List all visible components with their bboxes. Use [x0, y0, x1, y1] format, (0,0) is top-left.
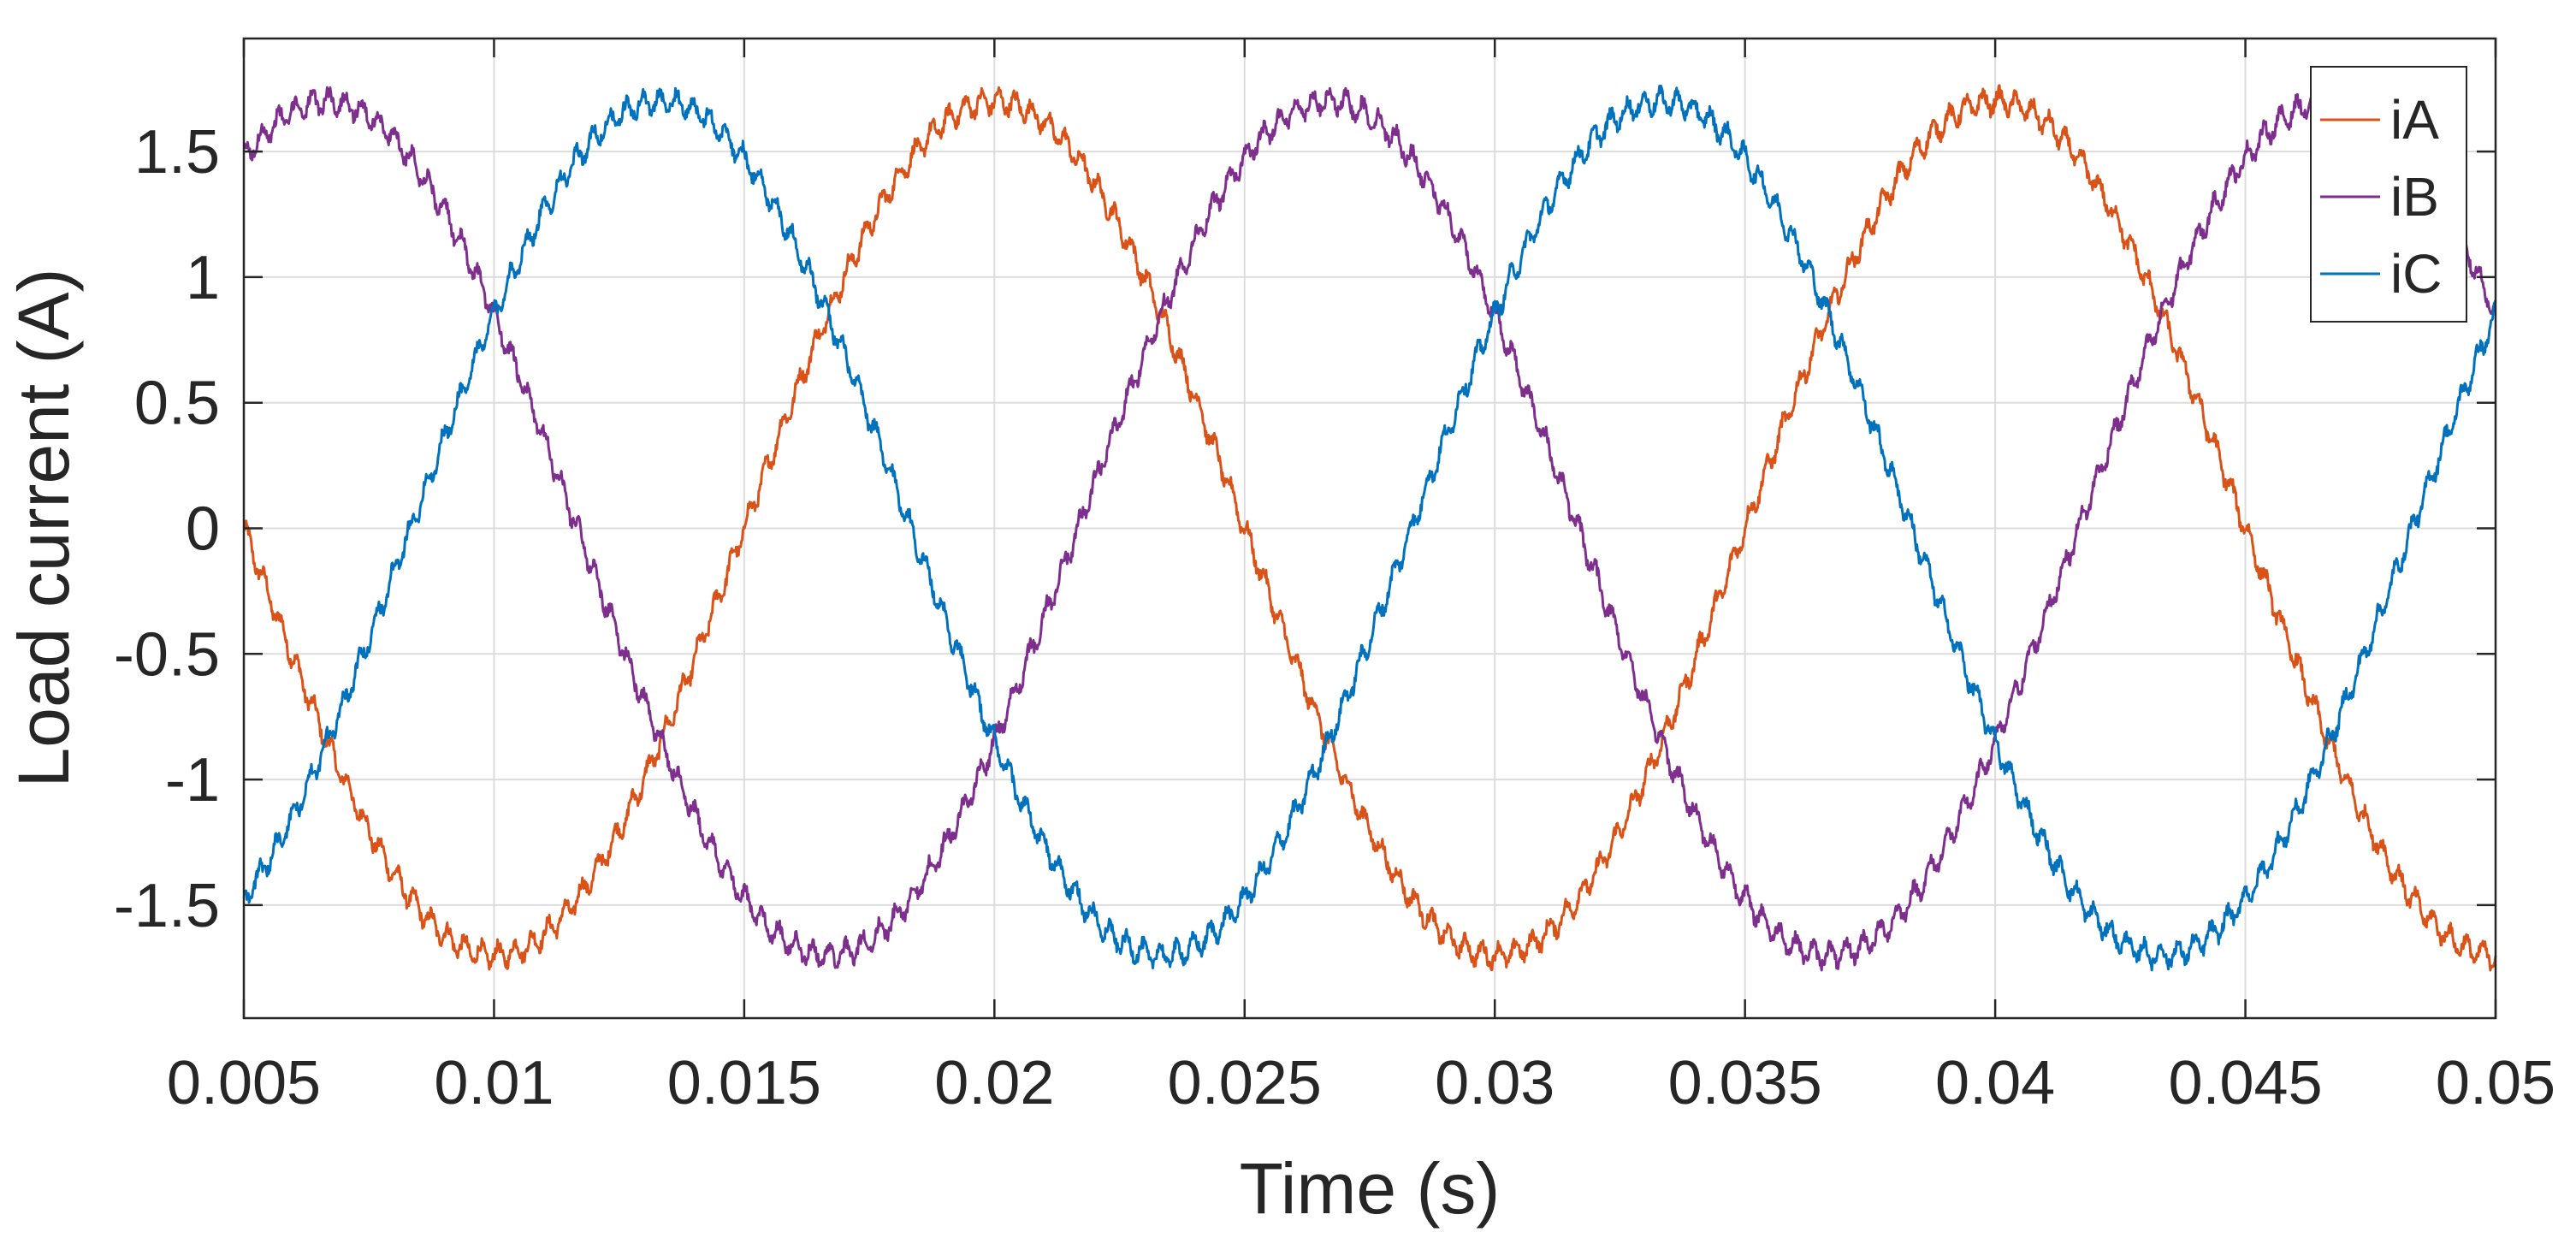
series-line-ia — [242, 84, 2497, 972]
y-tick-label: 1 — [186, 244, 220, 312]
x-tick-label: 0.03 — [1435, 1049, 1554, 1117]
y-tick-label: 0.5 — [134, 370, 220, 438]
x-tick-label: 0.02 — [934, 1049, 1054, 1117]
legend: iA iB iC — [2310, 66, 2467, 323]
y-tick-label: -0.5 — [114, 620, 220, 689]
axis-ticks — [242, 39, 2497, 1018]
y-axis-title: Load current (A) — [3, 269, 84, 788]
legend-box — [2310, 66, 2467, 323]
x-tick-label: 0.035 — [1668, 1049, 1822, 1117]
x-tick-label: 0.015 — [667, 1049, 821, 1117]
x-tick-label: 0.025 — [1168, 1049, 1322, 1117]
legend-label-ib: iB — [2390, 166, 2439, 228]
x-tick-label: 0.05 — [2436, 1049, 2555, 1117]
x-tick-label: 0.01 — [434, 1049, 554, 1117]
series-lines — [242, 84, 2497, 972]
y-tick-label: 1.5 — [134, 118, 220, 187]
y-tick-label: -1.5 — [114, 872, 220, 940]
series-line-ib — [242, 86, 2497, 972]
x-axis-title: Time (s) — [1240, 1148, 1501, 1229]
legend-label-ic: iC — [2390, 243, 2442, 305]
y-tick-label: -1 — [165, 746, 220, 815]
x-tick-label: 0.04 — [1935, 1049, 2055, 1117]
series-line-ic — [242, 84, 2497, 972]
x-tick-label: 0.005 — [167, 1049, 321, 1117]
x-tick-label: 0.045 — [2168, 1049, 2322, 1117]
y-tick-label: 0 — [186, 495, 220, 564]
y-tick-labels: 1.5 1 0.5 0 -0.5 -1 -1.5 — [114, 118, 220, 940]
legend-label-ia: iA — [2390, 89, 2439, 151]
x-tick-labels: 0.005 0.01 0.015 0.02 0.025 0.03 0.035 0.04 0.04… — [167, 1049, 2555, 1117]
